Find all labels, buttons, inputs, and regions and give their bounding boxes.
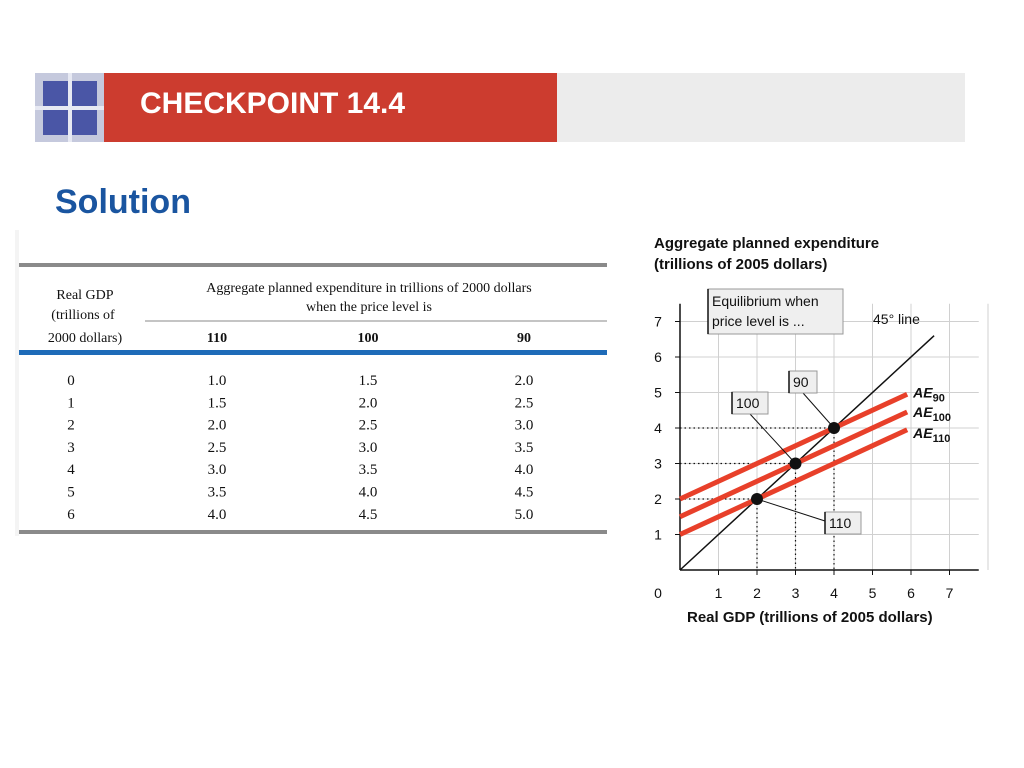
y-tick-label: 3 [654, 456, 662, 472]
table-cell: 4.0 [359, 485, 378, 501]
x-tick-label: 1 [715, 585, 723, 601]
table-cell: 1.5 [359, 373, 378, 389]
origin-label: 0 [654, 585, 662, 601]
table-cell: 3.0 [208, 462, 227, 478]
table-cell: 1.0 [208, 373, 227, 389]
x-tick-label: 5 [869, 585, 877, 601]
table-price-level-header: 110 [207, 331, 227, 346]
table-col1-header-line: Real GDP [56, 288, 113, 303]
y-tick-label: 2 [654, 491, 662, 507]
line-45-degree [679, 335, 935, 571]
x-tick-label: 6 [907, 585, 915, 601]
data-table: Real GDP (trillions of 2000 dollars) Aggreg… [15, 230, 607, 536]
table-cell: 3.5 [359, 462, 378, 478]
table-cell: 2.0 [515, 373, 534, 389]
x-tick-label: 3 [792, 585, 800, 601]
table-price-level-header: 90 [517, 331, 531, 346]
callout-leader [749, 413, 796, 464]
table-price-level-header: 100 [358, 331, 379, 346]
callout-label: 100 [736, 395, 760, 411]
legend-box-text: Equilibrium when [712, 293, 819, 309]
table-svg: Real GDP (trillions of 2000 dollars) Aggreg… [15, 230, 607, 536]
table-cell: 3 [67, 440, 75, 456]
table-cell: 3.5 [208, 485, 227, 501]
table-cell: 4 [67, 462, 75, 478]
legend-box-text: price level is ... [712, 313, 805, 329]
callout-label: 90 [793, 374, 809, 390]
table-col1-header-line: 2000 dollars) [48, 331, 123, 346]
table-cell: 4.5 [515, 485, 534, 501]
table-cell: 5 [67, 485, 75, 501]
x-tick-label: 2 [753, 585, 761, 601]
table-cell: 2.5 [359, 418, 378, 434]
page-title: CHECKPOINT 14.4 [140, 87, 406, 120]
section-heading: Solution [55, 183, 191, 221]
table-cell: 3.0 [515, 418, 534, 434]
ae-label-90: AE90 [912, 384, 945, 404]
table-cell: 2.5 [515, 395, 534, 411]
table-cell: 1 [67, 395, 75, 411]
table-cell: 4.5 [359, 507, 378, 523]
ae-label-110: AE110 [912, 425, 950, 445]
y-axis-title: Aggregate planned expenditure [654, 235, 879, 252]
table-cell: 2.5 [208, 440, 227, 456]
x-tick-label: 7 [946, 585, 954, 601]
ae-line-110 [678, 427, 909, 537]
y-axis-title: (trillions of 2005 dollars) [654, 256, 827, 273]
ae-line-90 [678, 392, 909, 502]
table-cell: 2 [67, 418, 75, 434]
title-box: CHECKPOINT 14.4 [104, 73, 557, 142]
logo [35, 73, 104, 142]
table-cell: 3.0 [359, 440, 378, 456]
table-cell: 6 [67, 507, 75, 523]
table-cell: 4.0 [208, 507, 227, 523]
line-45-label: 45° line [873, 311, 920, 327]
table-cell: 4.0 [515, 462, 534, 478]
x-axis-title: Real GDP (trillions of 2005 dollars) [687, 609, 933, 626]
ae-label-100: AE100 [912, 404, 951, 424]
y-tick-label: 6 [654, 349, 662, 365]
table-cell: 2.0 [208, 418, 227, 434]
x-tick-label: 4 [830, 585, 838, 601]
chart-svg: 1 2 3 4 5 6 7 1 2 3 4 5 6 7 0 Aggregate planned expendi… [654, 235, 989, 626]
table-cell: 3.5 [515, 440, 534, 456]
callout-leader [756, 498, 826, 522]
table-group-header-line: Aggregate planned expenditure in trillio… [206, 281, 531, 296]
legend-box [707, 288, 844, 335]
callout-label: 110 [829, 515, 852, 531]
y-tick-label: 1 [654, 527, 662, 543]
y-tick-label: 5 [654, 385, 662, 401]
table-cell: 5.0 [515, 507, 534, 523]
table-cell: 1.5 [208, 395, 227, 411]
table-group-header-line: when the price level is [306, 300, 432, 315]
table-cell: 0 [67, 373, 75, 389]
callout-leader [802, 392, 835, 429]
table-cell: 2.0 [359, 395, 378, 411]
table-col1-header-line: (trillions of [51, 308, 115, 323]
y-tick-label: 7 [654, 314, 662, 330]
y-tick-label: 4 [654, 420, 662, 436]
